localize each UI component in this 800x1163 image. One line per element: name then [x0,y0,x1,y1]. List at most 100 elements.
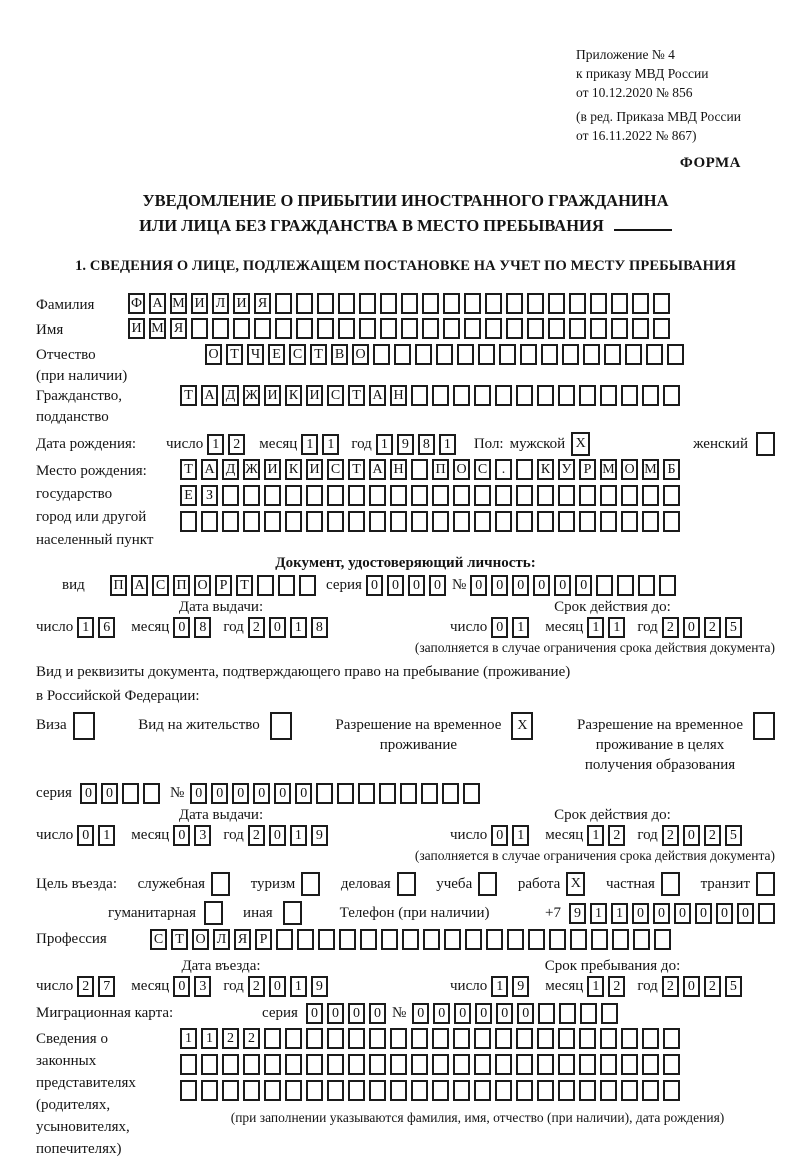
char-box[interactable]: 0 [433,1003,451,1024]
char-box[interactable] [348,511,365,532]
char-box[interactable] [380,293,397,314]
char-box[interactable] [369,1080,386,1101]
char-box[interactable]: 9 [569,902,586,924]
char-box[interactable] [485,318,502,339]
char-box[interactable]: 0 [173,617,191,638]
char-box[interactable] [306,511,323,532]
char-box[interactable]: 9 [310,976,328,997]
char-box[interactable] [600,385,617,406]
char-box[interactable]: И [306,385,323,406]
purpose-private-checkbox[interactable] [660,872,680,896]
char-box[interactable] [596,575,614,596]
char-box[interactable]: Д [222,459,239,480]
char-box[interactable] [638,575,656,596]
char-box[interactable]: 1 [590,902,607,924]
char-box[interactable]: 0 [326,1003,344,1024]
visa-checkbox[interactable] [72,712,95,740]
char-box[interactable]: 1 [587,617,605,638]
char-box[interactable]: М [149,318,166,339]
char-box[interactable] [373,344,390,365]
char-box[interactable] [601,1003,619,1024]
char-box[interactable]: 0 [274,783,292,804]
char-box[interactable] [432,485,449,506]
char-box[interactable] [243,511,260,532]
char-box[interactable] [285,1054,302,1075]
char-box[interactable] [600,511,617,532]
char-box[interactable]: 0 [653,902,670,924]
char-box[interactable]: 9 [310,825,328,846]
char-box[interactable] [516,459,533,480]
char-box[interactable] [548,293,565,314]
char-box[interactable]: 0 [365,575,383,596]
char-box[interactable] [201,511,218,532]
char-box[interactable]: С [474,459,491,480]
char-box[interactable]: О [192,929,209,950]
char-box[interactable] [495,385,512,406]
char-box[interactable]: 0 [491,825,509,846]
char-box[interactable] [527,318,544,339]
char-box[interactable] [285,485,302,506]
char-box[interactable]: И [191,293,208,314]
char-box[interactable] [275,293,292,314]
char-box[interactable] [558,511,575,532]
char-box[interactable]: 0 [512,575,530,596]
char-box[interactable]: 0 [695,902,712,924]
char-box[interactable]: Ж [243,459,260,480]
char-box[interactable]: 0 [454,1003,472,1024]
char-box[interactable]: 1 [201,1028,218,1049]
char-box[interactable] [180,511,197,532]
purpose-other-checkbox[interactable] [282,901,302,925]
char-box[interactable] [516,385,533,406]
char-box[interactable]: 0 [428,575,446,596]
char-box[interactable] [537,511,554,532]
char-box[interactable] [348,485,365,506]
char-box[interactable]: 2 [222,1028,239,1049]
char-box[interactable] [264,485,281,506]
char-box[interactable]: 0 [79,783,97,804]
char-box[interactable] [569,293,586,314]
char-box[interactable]: С [150,929,167,950]
purpose-study-checkbox[interactable] [478,872,498,896]
char-box[interactable] [422,318,439,339]
char-box[interactable] [121,783,139,804]
char-box[interactable] [285,511,302,532]
char-box[interactable] [369,1028,386,1049]
char-box[interactable]: 3 [194,825,212,846]
char-box[interactable] [506,293,523,314]
char-box[interactable] [400,783,418,804]
char-box[interactable] [339,929,356,950]
char-box[interactable] [495,485,512,506]
char-box[interactable] [285,1080,302,1101]
char-box[interactable] [348,1054,365,1075]
char-box[interactable] [474,1080,491,1101]
char-box[interactable]: Т [348,459,365,480]
char-box[interactable] [360,929,377,950]
char-box[interactable]: Л [212,293,229,314]
char-box[interactable] [201,1080,218,1101]
char-box[interactable]: К [285,459,302,480]
char-box[interactable] [390,511,407,532]
char-box[interactable] [299,575,316,596]
char-box[interactable] [436,344,453,365]
char-box[interactable]: О [621,459,638,480]
char-box[interactable] [264,1080,281,1101]
char-box[interactable] [579,1054,596,1075]
char-box[interactable]: О [352,344,369,365]
char-box[interactable] [579,1080,596,1101]
char-box[interactable]: А [369,385,386,406]
char-box[interactable] [348,1080,365,1101]
char-box[interactable] [579,511,596,532]
char-box[interactable]: 0 [682,617,700,638]
char-box[interactable]: Ч [247,344,264,365]
char-box[interactable]: 0 [554,575,572,596]
char-box[interactable] [463,783,481,804]
char-box[interactable]: 0 [517,1003,535,1024]
char-box[interactable] [528,929,545,950]
char-box[interactable] [516,511,533,532]
char-box[interactable]: 1 [289,617,307,638]
char-box[interactable]: И [264,385,281,406]
char-box[interactable] [358,783,376,804]
char-box[interactable]: У [558,459,575,480]
char-box[interactable]: З [201,485,218,506]
char-box[interactable] [642,1080,659,1101]
